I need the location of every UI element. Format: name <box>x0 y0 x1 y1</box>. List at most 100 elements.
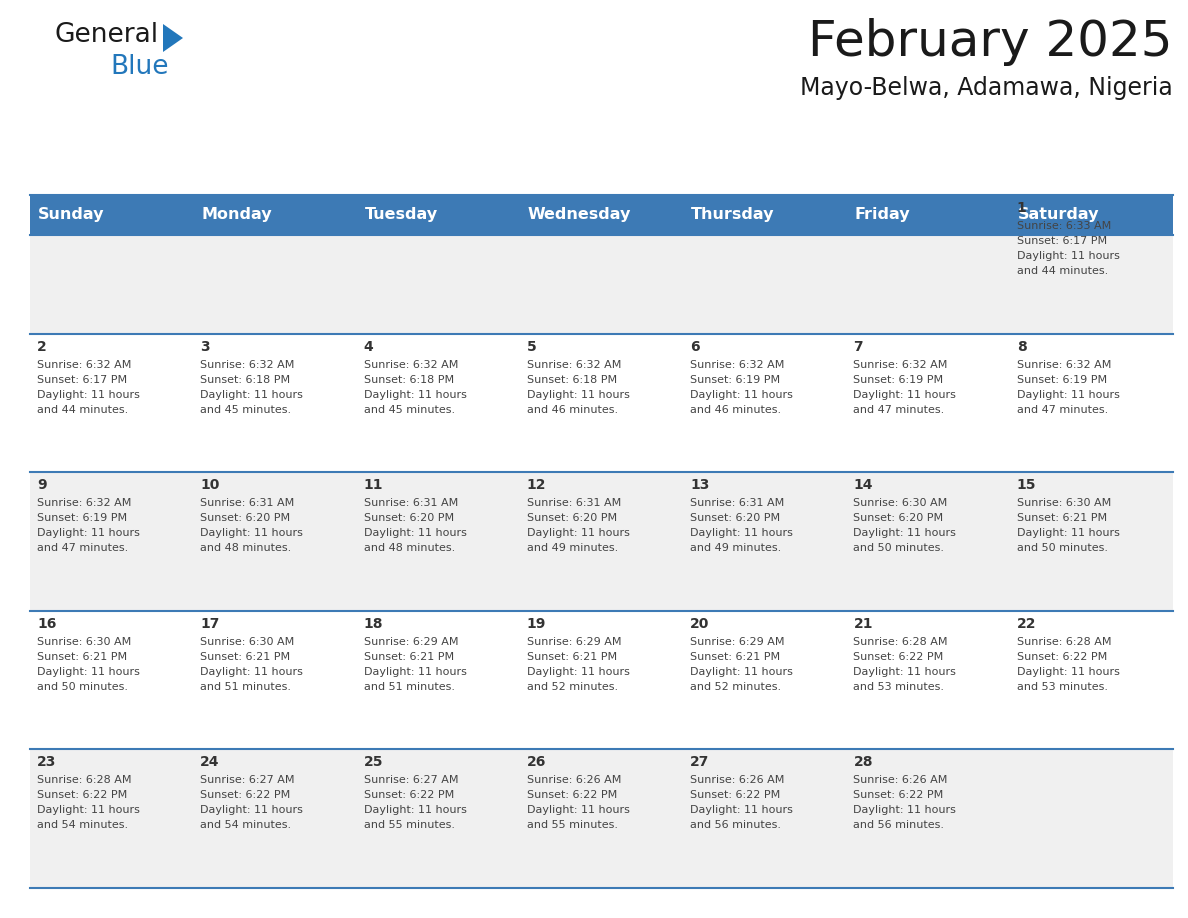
Text: Sunrise: 6:30 AM: Sunrise: 6:30 AM <box>37 637 131 647</box>
Text: and 50 minutes.: and 50 minutes. <box>37 682 128 692</box>
Text: Daylight: 11 hours: Daylight: 11 hours <box>526 666 630 677</box>
Text: Sunset: 6:18 PM: Sunset: 6:18 PM <box>201 375 290 385</box>
Text: and 44 minutes.: and 44 minutes. <box>1017 266 1108 276</box>
Text: Sunrise: 6:32 AM: Sunrise: 6:32 AM <box>201 360 295 370</box>
Text: Sunset: 6:22 PM: Sunset: 6:22 PM <box>690 790 781 800</box>
Text: and 45 minutes.: and 45 minutes. <box>201 405 291 415</box>
Text: Sunday: Sunday <box>38 207 105 222</box>
Text: Daylight: 11 hours: Daylight: 11 hours <box>853 528 956 538</box>
Text: 15: 15 <box>1017 478 1036 492</box>
Text: and 44 minutes.: and 44 minutes. <box>37 405 128 415</box>
Text: 19: 19 <box>526 617 546 631</box>
Text: Daylight: 11 hours: Daylight: 11 hours <box>853 389 956 399</box>
Text: 4: 4 <box>364 340 373 353</box>
Text: 14: 14 <box>853 478 873 492</box>
Text: and 47 minutes.: and 47 minutes. <box>1017 405 1108 415</box>
Text: and 54 minutes.: and 54 minutes. <box>37 821 128 831</box>
Text: Daylight: 11 hours: Daylight: 11 hours <box>37 666 140 677</box>
Text: Daylight: 11 hours: Daylight: 11 hours <box>853 805 956 815</box>
Text: Daylight: 11 hours: Daylight: 11 hours <box>526 389 630 399</box>
Text: 3: 3 <box>201 340 210 353</box>
Text: Sunset: 6:22 PM: Sunset: 6:22 PM <box>1017 652 1107 662</box>
Text: Sunset: 6:22 PM: Sunset: 6:22 PM <box>853 652 943 662</box>
Text: Sunrise: 6:31 AM: Sunrise: 6:31 AM <box>364 498 457 509</box>
Polygon shape <box>163 24 183 52</box>
Text: 7: 7 <box>853 340 862 353</box>
Text: and 49 minutes.: and 49 minutes. <box>526 543 618 554</box>
Text: Monday: Monday <box>201 207 272 222</box>
Text: and 47 minutes.: and 47 minutes. <box>853 405 944 415</box>
Bar <box>30 333 1173 472</box>
Text: 24: 24 <box>201 756 220 769</box>
Text: General: General <box>55 22 159 48</box>
Text: Sunset: 6:22 PM: Sunset: 6:22 PM <box>853 790 943 800</box>
Text: Sunset: 6:20 PM: Sunset: 6:20 PM <box>690 513 781 523</box>
Text: Daylight: 11 hours: Daylight: 11 hours <box>526 805 630 815</box>
Text: Daylight: 11 hours: Daylight: 11 hours <box>37 805 140 815</box>
Text: and 52 minutes.: and 52 minutes. <box>526 682 618 692</box>
Text: Sunrise: 6:30 AM: Sunrise: 6:30 AM <box>201 637 295 647</box>
Text: Daylight: 11 hours: Daylight: 11 hours <box>853 666 956 677</box>
Text: Daylight: 11 hours: Daylight: 11 hours <box>201 666 303 677</box>
Text: Sunrise: 6:32 AM: Sunrise: 6:32 AM <box>853 360 948 370</box>
Text: Sunrise: 6:26 AM: Sunrise: 6:26 AM <box>526 776 621 786</box>
Text: Daylight: 11 hours: Daylight: 11 hours <box>37 528 140 538</box>
Text: Sunrise: 6:27 AM: Sunrise: 6:27 AM <box>201 776 295 786</box>
Text: Sunset: 6:21 PM: Sunset: 6:21 PM <box>526 652 617 662</box>
Text: and 55 minutes.: and 55 minutes. <box>364 821 455 831</box>
Text: Daylight: 11 hours: Daylight: 11 hours <box>1017 389 1119 399</box>
Text: Sunrise: 6:26 AM: Sunrise: 6:26 AM <box>853 776 948 786</box>
Text: Sunset: 6:19 PM: Sunset: 6:19 PM <box>1017 375 1107 385</box>
Text: Daylight: 11 hours: Daylight: 11 hours <box>690 389 794 399</box>
Text: Sunrise: 6:28 AM: Sunrise: 6:28 AM <box>37 776 132 786</box>
Text: Sunset: 6:19 PM: Sunset: 6:19 PM <box>690 375 781 385</box>
Text: Sunrise: 6:28 AM: Sunrise: 6:28 AM <box>853 637 948 647</box>
Text: and 50 minutes.: and 50 minutes. <box>1017 543 1107 554</box>
Text: 9: 9 <box>37 478 46 492</box>
Text: Sunrise: 6:33 AM: Sunrise: 6:33 AM <box>1017 221 1111 231</box>
Text: Sunrise: 6:27 AM: Sunrise: 6:27 AM <box>364 776 459 786</box>
Text: Sunrise: 6:30 AM: Sunrise: 6:30 AM <box>1017 498 1111 509</box>
Text: 16: 16 <box>37 617 56 631</box>
Text: Daylight: 11 hours: Daylight: 11 hours <box>1017 666 1119 677</box>
Text: Thursday: Thursday <box>691 207 775 222</box>
Text: and 47 minutes.: and 47 minutes. <box>37 543 128 554</box>
Text: Sunset: 6:21 PM: Sunset: 6:21 PM <box>690 652 781 662</box>
Text: Sunset: 6:19 PM: Sunset: 6:19 PM <box>853 375 943 385</box>
Bar <box>30 195 1173 333</box>
Text: Sunrise: 6:32 AM: Sunrise: 6:32 AM <box>526 360 621 370</box>
Text: 23: 23 <box>37 756 56 769</box>
Text: Sunset: 6:21 PM: Sunset: 6:21 PM <box>364 652 454 662</box>
Text: Sunrise: 6:31 AM: Sunrise: 6:31 AM <box>526 498 621 509</box>
Text: 27: 27 <box>690 756 709 769</box>
Text: 11: 11 <box>364 478 383 492</box>
Text: 1: 1 <box>1017 201 1026 215</box>
Text: 5: 5 <box>526 340 537 353</box>
Text: February 2025: February 2025 <box>809 18 1173 66</box>
Text: Blue: Blue <box>110 54 169 80</box>
Text: and 51 minutes.: and 51 minutes. <box>201 682 291 692</box>
Text: 6: 6 <box>690 340 700 353</box>
Text: Sunset: 6:20 PM: Sunset: 6:20 PM <box>526 513 617 523</box>
Text: 21: 21 <box>853 617 873 631</box>
Text: Sunrise: 6:32 AM: Sunrise: 6:32 AM <box>37 498 132 509</box>
Text: 12: 12 <box>526 478 546 492</box>
Text: 22: 22 <box>1017 617 1036 631</box>
Text: Sunset: 6:20 PM: Sunset: 6:20 PM <box>201 513 290 523</box>
Text: and 52 minutes.: and 52 minutes. <box>690 682 782 692</box>
Text: 13: 13 <box>690 478 709 492</box>
Text: 18: 18 <box>364 617 383 631</box>
Text: Sunrise: 6:31 AM: Sunrise: 6:31 AM <box>201 498 295 509</box>
Text: 10: 10 <box>201 478 220 492</box>
Text: and 56 minutes.: and 56 minutes. <box>690 821 782 831</box>
Text: and 46 minutes.: and 46 minutes. <box>690 405 782 415</box>
Text: Sunset: 6:17 PM: Sunset: 6:17 PM <box>1017 236 1107 246</box>
Bar <box>30 472 1173 610</box>
Text: Daylight: 11 hours: Daylight: 11 hours <box>201 528 303 538</box>
Text: Daylight: 11 hours: Daylight: 11 hours <box>1017 251 1119 261</box>
Text: Daylight: 11 hours: Daylight: 11 hours <box>37 389 140 399</box>
Text: Sunset: 6:20 PM: Sunset: 6:20 PM <box>364 513 454 523</box>
Text: Daylight: 11 hours: Daylight: 11 hours <box>690 666 794 677</box>
Bar <box>30 749 1173 888</box>
Text: Saturday: Saturday <box>1018 207 1099 222</box>
